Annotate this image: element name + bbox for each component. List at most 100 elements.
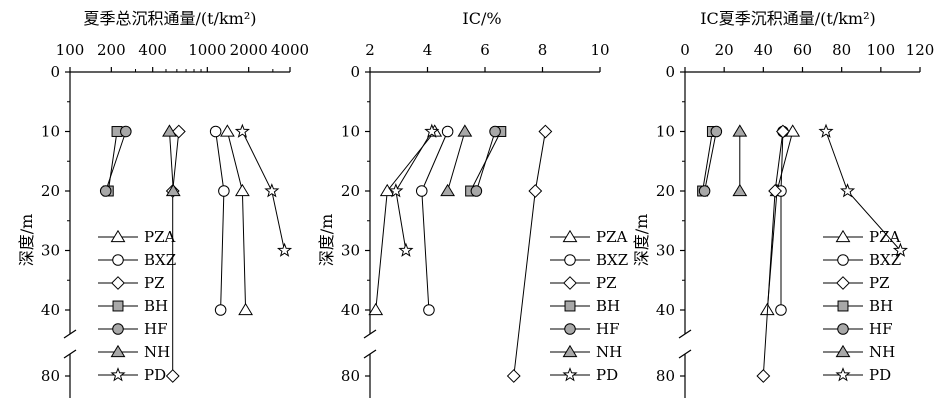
legend-marker: [835, 344, 851, 358]
series-line: [475, 131, 496, 192]
legend-item: BXZ: [550, 251, 628, 269]
legend-marker: [562, 367, 578, 382]
legend-label: BH: [596, 297, 620, 315]
y-tick-label: 80: [41, 367, 60, 385]
legend-item: PZ: [550, 274, 617, 292]
x-tick-label: 200: [97, 41, 126, 59]
legend-marker: [110, 229, 126, 243]
y-tick-label: 40: [341, 301, 360, 319]
data-point: [756, 369, 771, 383]
axis-break-mark: [63, 349, 77, 359]
legend-label: PZA: [869, 228, 901, 246]
x-tick-label: 100: [867, 41, 896, 59]
x-tick-label: 4000: [271, 41, 309, 59]
legend-marker: [835, 367, 851, 382]
series-line: [704, 131, 717, 192]
data-point: [470, 185, 483, 197]
y-tick-label: 0: [50, 63, 60, 81]
data-point: [171, 124, 186, 139]
series-line: [226, 131, 247, 311]
legend-label: NH: [144, 343, 170, 361]
y-tick-label: 10: [341, 123, 360, 141]
x-tick-label: 20: [715, 41, 734, 59]
data-point: [219, 124, 235, 137]
legend-marker: [112, 323, 124, 335]
legend-label: BXZ: [144, 251, 176, 269]
y-tick-label: 0: [350, 63, 360, 81]
legend-item: BXZ: [98, 251, 176, 269]
data-point: [768, 184, 782, 198]
y-tick-label: 30: [341, 242, 360, 260]
series-line: [780, 131, 784, 310]
chart-title: IC夏季沉积通量/(t/km²): [700, 9, 876, 28]
data-point: [528, 184, 543, 198]
data-point: [441, 125, 454, 138]
x-tick-label: 2000: [230, 41, 268, 59]
series-line: [766, 131, 794, 311]
legend-item: BH: [823, 297, 893, 315]
data-point: [165, 369, 180, 383]
data-point: [388, 183, 404, 198]
series-line: [513, 131, 546, 377]
legend-marker: [835, 229, 851, 243]
y-tick-label: 40: [656, 301, 675, 319]
y-tick-label: 30: [41, 242, 60, 260]
series-nh: [162, 124, 181, 197]
series-nh: [732, 124, 748, 197]
data-point: [818, 123, 834, 138]
data-point: [457, 124, 473, 137]
series-line: [762, 131, 784, 377]
series-pd: [818, 123, 908, 257]
x-tick-label: 40: [754, 41, 773, 59]
series-line: [215, 131, 225, 311]
data-point: [776, 124, 790, 139]
data-point: [538, 124, 553, 139]
legend-item: NH: [98, 343, 170, 361]
data-point: [99, 185, 112, 197]
legend-item: PZA: [98, 228, 176, 246]
legend-item: PD: [550, 366, 618, 384]
series-bxz: [209, 125, 230, 316]
legend-marker: [563, 276, 577, 290]
data-point: [162, 124, 177, 137]
legend-label: PD: [869, 366, 891, 384]
x-tick-label: 80: [832, 41, 851, 59]
legend-label: PZA: [144, 228, 176, 246]
legend-label: HF: [144, 320, 168, 338]
legend-label: PZ: [144, 274, 165, 292]
data-point: [440, 183, 456, 197]
panel-ic-flux: IC夏季沉积通量/(t/km²) 0 20 40 60 80 100 120 0 10 20 30 40…: [632, 9, 934, 398]
legend-label: PD: [144, 366, 166, 384]
series-bxz: [415, 125, 454, 316]
series-bh: [697, 126, 718, 197]
data-point: [264, 183, 280, 198]
y-tick-label: 20: [341, 182, 360, 200]
data-point: [234, 123, 250, 138]
series-line: [241, 131, 285, 251]
series-line: [447, 131, 466, 192]
x-tick-label: 60: [793, 41, 812, 59]
data-point: [415, 185, 428, 197]
axis-break-mark: [363, 349, 377, 359]
legend-marker: [564, 254, 576, 266]
data-point: [423, 304, 435, 316]
legend-label: PZ: [869, 274, 890, 292]
legend-marker: [562, 229, 578, 243]
legend-marker: [562, 344, 578, 358]
series-hf: [470, 125, 501, 197]
panel-total-flux: 夏季总沉积通量/(t/km²) 100 200 400 1000 2000 4000 0 10 2…: [17, 9, 309, 398]
data-point: [785, 124, 801, 137]
legend-label: BH: [869, 297, 893, 315]
legend-label: PZA: [596, 228, 628, 246]
y-axis-label: 深度/m: [317, 214, 336, 267]
legend-label: BXZ: [869, 251, 901, 269]
series-pd: [388, 123, 440, 257]
data-point: [276, 242, 293, 257]
y-tick-label: 80: [656, 367, 675, 385]
legend-marker: [111, 276, 125, 290]
legend-item: HF: [98, 320, 168, 338]
y-tick-label: 0: [665, 63, 675, 81]
series-line: [421, 131, 449, 311]
data-point: [732, 183, 748, 197]
